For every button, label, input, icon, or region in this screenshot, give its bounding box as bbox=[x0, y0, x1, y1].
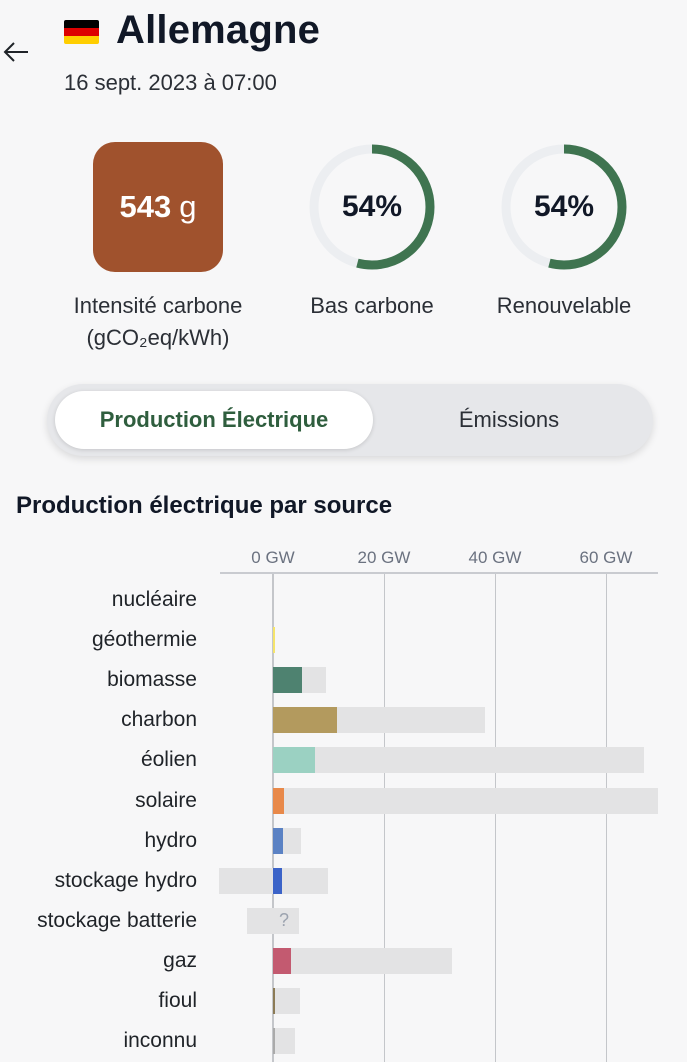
production-bar[interactable] bbox=[273, 747, 316, 774]
low-carbon-gauge[interactable]: 54% bbox=[307, 142, 437, 272]
capacity-bar[interactable] bbox=[273, 1028, 295, 1055]
x-tick-label: 20 GW bbox=[357, 548, 411, 567]
production-bar[interactable] bbox=[273, 827, 283, 854]
production-bar[interactable] bbox=[273, 947, 291, 974]
renewable-percent: 54% bbox=[533, 190, 595, 223]
source-label: gaz bbox=[163, 948, 197, 972]
country-title: Allemagne bbox=[116, 8, 321, 52]
capacity-bar[interactable] bbox=[273, 947, 452, 974]
country-flag-icon bbox=[64, 20, 99, 44]
renewable-gauge[interactable]: 54% bbox=[499, 142, 629, 272]
source-label: charbon bbox=[121, 708, 197, 732]
source-label: stockage hydro bbox=[54, 868, 197, 892]
source-label: géothermie bbox=[91, 628, 197, 652]
x-tick-label: 0 GW bbox=[251, 548, 295, 567]
arrow-left-icon bbox=[3, 42, 28, 62]
tab-emissions[interactable]: Émissions bbox=[458, 407, 560, 432]
production-bar[interactable] bbox=[273, 867, 283, 894]
carbon-intensity-unit: g bbox=[179, 189, 197, 224]
capacity-bar[interactable] bbox=[273, 747, 644, 774]
source-label: stockage batterie bbox=[37, 908, 197, 932]
gridline-0 bbox=[272, 574, 274, 1062]
flag-stripe-black bbox=[64, 20, 99, 28]
tab-production[interactable]: Production Électrique bbox=[55, 391, 373, 449]
source-label: biomasse bbox=[107, 668, 197, 692]
x-tick-label: 60 GW bbox=[579, 548, 633, 567]
production-bar[interactable] bbox=[273, 667, 302, 694]
source-label: fioul bbox=[158, 989, 197, 1012]
production-bar[interactable] bbox=[273, 988, 275, 1014]
production-bar[interactable] bbox=[273, 707, 337, 734]
back-button[interactable] bbox=[2, 38, 30, 66]
carbon-intensity-label-line2: (gCO₂eq/kWh) bbox=[86, 325, 230, 350]
renewable-label: Renouvelable bbox=[496, 293, 632, 318]
low-carbon-ring bbox=[309, 144, 435, 270]
chart-title: Production électrique par source bbox=[16, 492, 393, 519]
gridline-3 bbox=[606, 574, 607, 1062]
carbon-intensity-label-line1: Intensité carbone bbox=[73, 293, 243, 318]
production-bar[interactable] bbox=[273, 1028, 275, 1055]
low-carbon-percent: 54% bbox=[341, 190, 403, 223]
datetime: 16 sept. 2023 à 07:00 bbox=[64, 70, 277, 95]
gridline-1 bbox=[384, 574, 385, 1062]
capacity-bar[interactable] bbox=[273, 988, 300, 1014]
capacity-bar[interactable] bbox=[247, 907, 299, 934]
source-label: nucléaire bbox=[111, 588, 197, 611]
source-label: inconnu bbox=[123, 1029, 197, 1053]
source-label: hydro bbox=[144, 828, 197, 852]
production-bar[interactable] bbox=[273, 627, 275, 654]
low-carbon-label: Bas carbone bbox=[310, 293, 434, 318]
carbon-intensity-label: Intensité carbone (gCO₂eq/kWh) bbox=[48, 290, 268, 354]
flag-stripe-gold bbox=[64, 36, 99, 44]
x-tick-label: 40 GW bbox=[468, 548, 522, 567]
gridline-2 bbox=[495, 574, 496, 1062]
source-label: éolien bbox=[140, 748, 197, 772]
flag-stripe-red bbox=[64, 28, 99, 36]
capacity-bar[interactable] bbox=[273, 787, 658, 814]
production-bar[interactable] bbox=[273, 787, 285, 814]
renewable-ring bbox=[501, 144, 627, 270]
unknown-value-icon: ? bbox=[279, 909, 290, 930]
view-toggle: Émissions Production Électrique bbox=[47, 384, 653, 456]
carbon-intensity-value: 543 bbox=[119, 189, 172, 224]
carbon-intensity-badge[interactable]: 543 g bbox=[93, 142, 223, 272]
x-axis-line bbox=[220, 572, 658, 574]
source-label: solaire bbox=[135, 788, 197, 812]
